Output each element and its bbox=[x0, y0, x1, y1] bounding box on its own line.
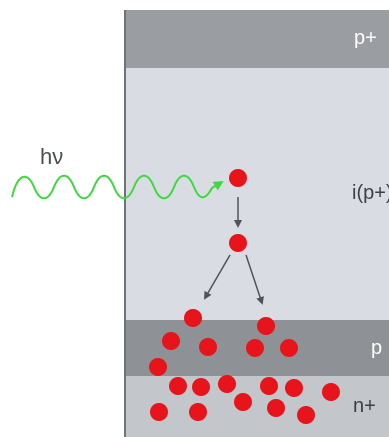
carrier-dot-5 bbox=[162, 332, 180, 350]
carrier-dot-9 bbox=[149, 358, 167, 376]
carrier-dot-13 bbox=[260, 377, 278, 395]
layer-label-intrinsic: i(p+) bbox=[352, 182, 389, 204]
carrier-dot-12 bbox=[218, 375, 236, 393]
carrier-dot-11 bbox=[192, 378, 210, 396]
carrier-dot-19 bbox=[267, 399, 285, 417]
carrier-dot-16 bbox=[150, 403, 168, 421]
layer-label-n-plus: n+ bbox=[353, 395, 376, 417]
carrier-dot-7 bbox=[246, 339, 264, 357]
carrier-dot-10 bbox=[169, 377, 187, 395]
carriers-group bbox=[149, 169, 340, 424]
photon-wave bbox=[11, 174, 224, 200]
arrow-split-left bbox=[203, 254, 231, 300]
layer-n-plus bbox=[124, 376, 389, 437]
device-left-edge bbox=[124, 10, 126, 437]
carrier-dot-4 bbox=[257, 317, 275, 335]
carrier-dot-20 bbox=[297, 406, 315, 424]
carrier-dot-17 bbox=[189, 403, 207, 421]
carrier-dot-2 bbox=[229, 234, 247, 252]
layer-intrinsic bbox=[124, 68, 389, 320]
carrier-dot-1 bbox=[229, 169, 247, 187]
carrier-dot-6 bbox=[199, 338, 217, 356]
layer-label-p: p bbox=[371, 337, 383, 359]
arrow-split-right bbox=[245, 254, 264, 305]
photon-label: hν bbox=[40, 144, 64, 169]
carrier-dot-3 bbox=[184, 309, 202, 327]
carrier-dot-18 bbox=[234, 393, 252, 411]
layer-p-plus bbox=[124, 10, 389, 68]
layer-label-p-plus: p+ bbox=[354, 27, 377, 49]
carrier-dot-8 bbox=[280, 339, 298, 357]
carrier-dot-15 bbox=[322, 383, 340, 401]
carrier-dot-14 bbox=[285, 379, 303, 397]
